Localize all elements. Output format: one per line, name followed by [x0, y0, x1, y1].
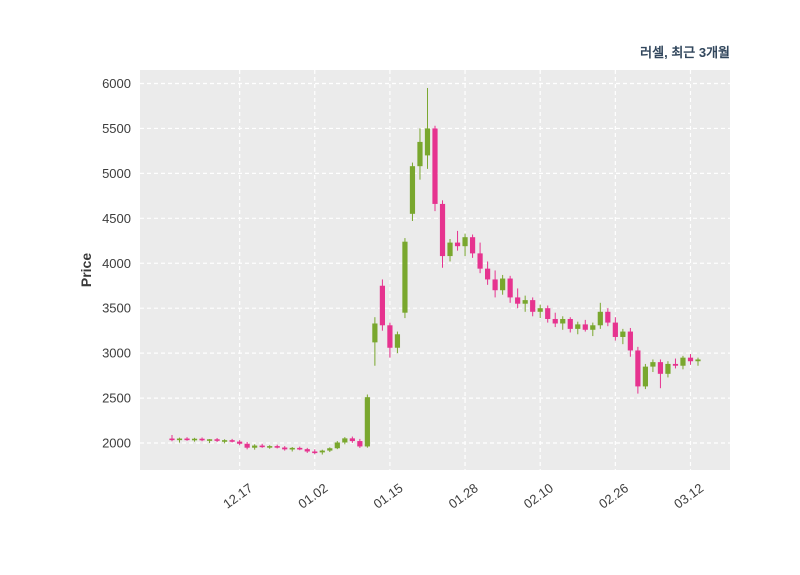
candle-body [642, 366, 648, 387]
x-tick-label: 12.17 [220, 480, 255, 511]
candle-body [567, 318, 573, 329]
candle-body [387, 325, 393, 348]
candle-body [199, 438, 205, 441]
y-tick-label: 3000 [102, 346, 131, 361]
candle-body [432, 128, 438, 204]
chart-title: 러셀, 최근 3개월 [640, 45, 730, 60]
candle-body [582, 324, 588, 330]
candle-body [319, 450, 325, 453]
x-tick-label: 01.02 [295, 480, 330, 511]
x-tick-label: 01.28 [446, 480, 481, 511]
candle-body [665, 363, 671, 374]
candle-body [372, 323, 378, 343]
candle-body [327, 448, 333, 451]
candle-body [379, 285, 385, 326]
candle-body [560, 318, 566, 324]
y-tick-label: 3500 [102, 301, 131, 316]
candle-body [469, 237, 476, 254]
y-tick-label: 5500 [102, 121, 131, 136]
candle-body [552, 318, 558, 324]
candle-body [612, 322, 618, 337]
candle-body [680, 357, 686, 366]
candle-body [222, 440, 228, 442]
candle-body [184, 438, 190, 441]
y-axis-label: Price [78, 253, 94, 287]
candle-body [259, 445, 265, 448]
candle-body [304, 449, 310, 452]
candle-body [357, 441, 363, 447]
candle-body [620, 331, 626, 337]
plot-area: 12.17 01.02 01.15 01.28 02.10 02.26 03.12 2000 2… [102, 70, 730, 512]
candle-body [267, 446, 273, 448]
y-tick-label: 2500 [102, 391, 131, 406]
candle-body [289, 447, 295, 450]
candle-body [530, 300, 536, 312]
candle-body [191, 438, 198, 441]
candle-body [176, 438, 183, 441]
candle-body [244, 443, 250, 448]
candle-body [695, 359, 701, 362]
candle-body [417, 141, 423, 167]
candle-body [274, 446, 280, 448]
candle-body [500, 278, 506, 291]
candle-body [635, 350, 641, 387]
candle-body [590, 325, 596, 330]
candle-body [349, 438, 355, 442]
candle-body [537, 308, 543, 312]
candle-body [342, 438, 348, 443]
candle-body [409, 166, 416, 214]
candle-body [447, 242, 453, 257]
candle-body [507, 278, 513, 298]
candle-body [169, 438, 175, 441]
candle-body [334, 442, 340, 449]
candle-body [477, 253, 483, 269]
candle-body [657, 362, 664, 374]
x-tick-label: 02.10 [521, 480, 556, 511]
y-tick-label: 4500 [102, 211, 131, 226]
y-tick-label: 4000 [102, 256, 131, 271]
candle-body [650, 362, 656, 367]
candle-body [439, 203, 446, 257]
candle-body [214, 439, 220, 441]
candle-body [364, 397, 370, 447]
candle-body [206, 439, 213, 441]
candle-body [687, 357, 694, 362]
candle-body [545, 308, 551, 319]
candle-body [672, 363, 679, 366]
candle-body [402, 241, 408, 313]
candle-body [485, 268, 491, 280]
y-tick-label: 5000 [102, 166, 131, 181]
candle-body [515, 297, 521, 304]
candle-body [454, 242, 461, 247]
candle-body [312, 451, 318, 454]
candle-body [394, 334, 401, 348]
candle-body [522, 300, 528, 304]
x-tick-label: 02.26 [596, 480, 631, 511]
candle-body [237, 441, 243, 444]
y-tick-label: 6000 [102, 76, 131, 91]
y-tick-label: 2000 [102, 436, 131, 451]
candle-body [597, 311, 603, 326]
x-tick-label: 01.15 [371, 480, 406, 511]
candle-body [424, 128, 431, 156]
candle-body [252, 445, 258, 448]
candle-body [492, 279, 498, 291]
candle-body [575, 324, 581, 329]
candle-body [462, 237, 468, 247]
candle-body [229, 440, 235, 442]
candle-body [605, 311, 611, 323]
candle-body [282, 447, 288, 450]
candle-body [297, 447, 303, 450]
candle-body [627, 331, 633, 351]
x-tick-label: 03.12 [671, 480, 706, 511]
